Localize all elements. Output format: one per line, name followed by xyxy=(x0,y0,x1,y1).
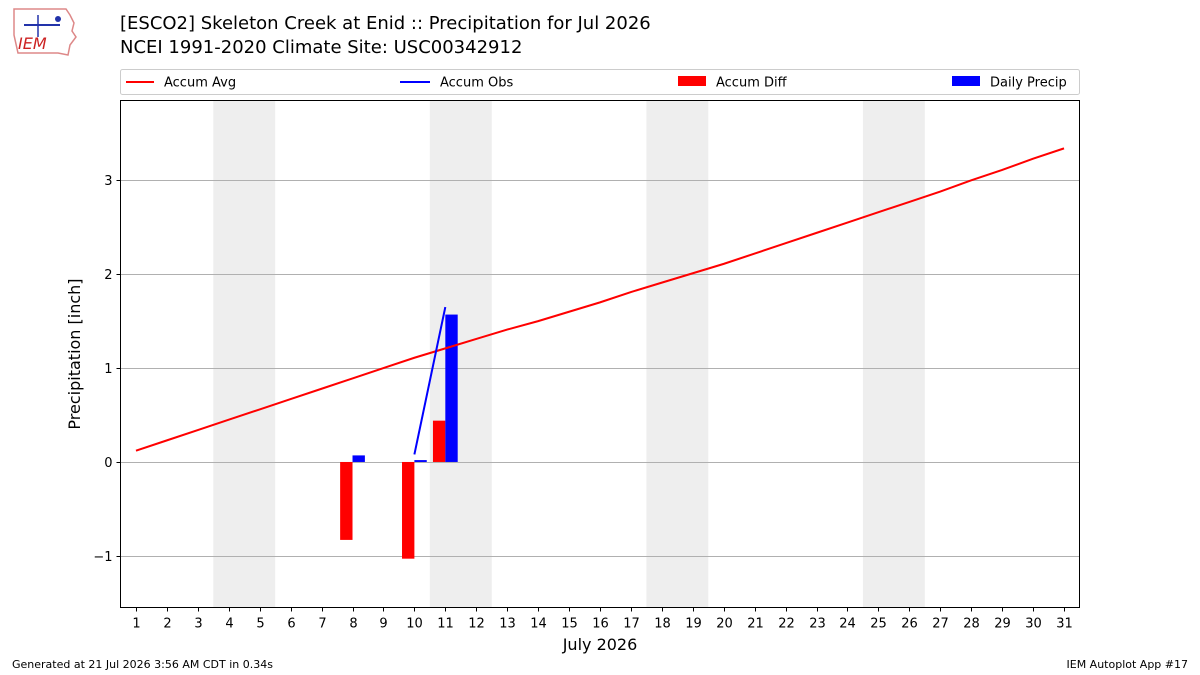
y-axis-label: Precipitation [inch] xyxy=(65,278,84,429)
legend-accum-avg-label: Accum Avg xyxy=(164,76,236,91)
x-tick-label: 23 xyxy=(809,617,826,632)
generated-timestamp: Generated at 21 Jul 2026 3:56 AM CDT in … xyxy=(12,658,273,671)
x-tick-label: 24 xyxy=(839,617,856,632)
weekend-shade-band xyxy=(213,100,276,608)
daily-precip-bar xyxy=(352,455,365,462)
x-tick-label: 17 xyxy=(623,617,640,632)
accum-avg-line xyxy=(135,147,1065,452)
lines xyxy=(135,147,1065,455)
x-tick-label: 9 xyxy=(379,617,387,632)
daily-precip-bar xyxy=(414,460,427,462)
x-tick-label: 29 xyxy=(994,617,1011,632)
x-tick-label: 19 xyxy=(685,617,702,632)
x-tick-label: 22 xyxy=(778,617,795,632)
accum-diff-bar xyxy=(402,461,415,559)
x-tick-label: 10 xyxy=(406,617,423,632)
bars xyxy=(340,314,458,559)
x-tick-label: 12 xyxy=(468,617,485,632)
legend-accum-obs-label: Accum Obs xyxy=(440,76,513,91)
x-tick-label: 30 xyxy=(1025,617,1042,632)
x-tick-label: 27 xyxy=(932,617,949,632)
x-tick-label: 2 xyxy=(163,617,171,632)
x-tick-label: 26 xyxy=(901,617,918,632)
x-tick-label: 6 xyxy=(287,617,295,632)
legend: Accum Avg Accum Obs Accum Diff Daily Pre… xyxy=(120,69,1080,95)
x-axis-label: July 2026 xyxy=(562,635,638,654)
x-tick-label: 28 xyxy=(963,617,980,632)
x-tick-label: 15 xyxy=(561,617,578,632)
x-tick-label: 14 xyxy=(530,617,547,632)
gridlines xyxy=(120,180,1080,557)
legend-accum-diff-label: Accum Diff xyxy=(716,76,788,91)
y-tick-label: 1 xyxy=(104,362,112,377)
accum-diff-bar xyxy=(340,461,353,540)
logo-text: IEM xyxy=(18,34,47,53)
x-tick-label: 3 xyxy=(194,617,202,632)
legend-box xyxy=(120,69,1080,95)
x-tick-label: 31 xyxy=(1056,617,1073,632)
x-tick-label: 13 xyxy=(499,617,516,632)
weekend-shade-band xyxy=(429,100,492,608)
x-tick-label: 7 xyxy=(318,617,326,632)
weekend-shade-band xyxy=(646,100,709,608)
x-tick-label: 20 xyxy=(716,617,733,632)
y-tick-label: −1 xyxy=(93,550,112,565)
x-tick-label: 21 xyxy=(747,617,764,632)
x-tick-label: 18 xyxy=(654,617,671,632)
legend-daily-precip-swatch xyxy=(952,76,980,86)
y-tick-label: 2 xyxy=(104,268,112,283)
weekend-shading xyxy=(213,100,925,608)
x-tick-label: 25 xyxy=(870,617,887,632)
x-tick-label: 5 xyxy=(256,617,264,632)
daily-precip-bar xyxy=(445,314,458,462)
x-tick-label: 11 xyxy=(437,617,454,632)
chart-subtitle: NCEI 1991-2020 Climate Site: USC00342912 xyxy=(120,37,523,58)
chart-title: [ESCO2] Skeleton Creek at Enid :: Precip… xyxy=(120,13,651,34)
app-credit: IEM Autoplot App #17 xyxy=(1066,658,1189,671)
x-tick-label: 4 xyxy=(225,617,233,632)
legend-accum-diff-swatch xyxy=(678,76,706,86)
x-tick-label: 8 xyxy=(349,617,357,632)
iem-logo: IEM xyxy=(13,8,77,56)
legend-daily-precip-label: Daily Precip xyxy=(990,76,1067,91)
x-axis-ticks: 1 2 3 4 5 6 7 8 9 10 11 12 13 14 15 16 17 18 19 20 21 22 23 24 2… xyxy=(132,607,1073,632)
weekend-shade-band xyxy=(862,100,925,608)
x-tick-label: 16 xyxy=(592,617,609,632)
accum-diff-bar xyxy=(432,420,446,462)
y-axis-ticks: −1 0 1 2 3 xyxy=(93,174,121,565)
x-tick-label: 1 xyxy=(132,617,140,632)
y-tick-label: 3 xyxy=(104,174,112,189)
accum-obs-line xyxy=(413,306,447,455)
y-tick-label: 0 xyxy=(104,456,112,471)
iowa-outline-shape xyxy=(13,8,77,56)
